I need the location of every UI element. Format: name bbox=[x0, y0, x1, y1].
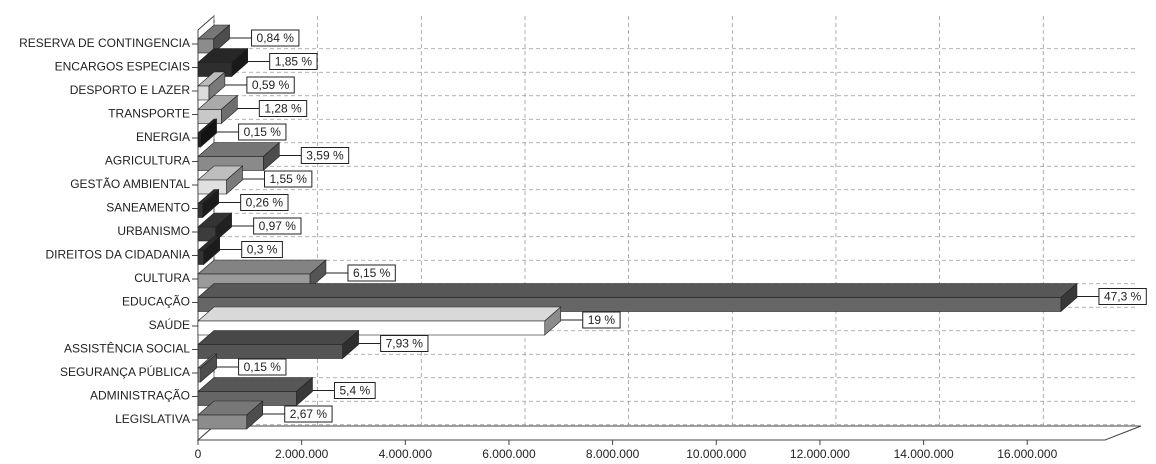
data-label-box bbox=[333, 382, 376, 399]
data-label: 6,15 % bbox=[353, 266, 391, 280]
y-tick-label: SEGURANÇA PÚBLICA bbox=[60, 364, 190, 379]
y-tick-label: DIREITOS DA CIDADANIA bbox=[46, 248, 190, 262]
data-label-box bbox=[238, 123, 287, 141]
bar-top bbox=[197, 259, 327, 275]
x-tick-label: 2.000.000 bbox=[275, 447, 329, 461]
data-label-box bbox=[241, 241, 283, 258]
y-tick-label: LEGISLATIVA bbox=[115, 412, 190, 426]
floor bbox=[196, 425, 1142, 441]
data-label: 1,85 % bbox=[275, 55, 313, 69]
x-tick-label: 8.000.000 bbox=[586, 447, 640, 461]
data-label: 0,3 % bbox=[247, 243, 278, 257]
bar bbox=[197, 367, 201, 383]
y-tick-label: GESTÃO AMBIENTAL bbox=[70, 177, 190, 191]
bar bbox=[197, 250, 205, 265]
data-label: 0,59 % bbox=[252, 78, 290, 92]
bar bbox=[197, 414, 248, 430]
data-label-box bbox=[300, 147, 350, 164]
bar bbox=[197, 38, 214, 54]
data-label: 1,28 % bbox=[264, 102, 302, 116]
bar-top bbox=[197, 306, 562, 322]
data-label-box bbox=[582, 311, 621, 329]
y-tick-label: ASSISTÊNCIA SOCIAL bbox=[64, 341, 190, 356]
data-label-box bbox=[347, 264, 396, 282]
data-label-box bbox=[246, 76, 295, 94]
data-label-box bbox=[264, 170, 313, 188]
data-label-box bbox=[269, 53, 318, 70]
y-tick-label: SANEAMENTO bbox=[106, 201, 190, 215]
bar-top bbox=[197, 283, 1078, 298]
x-tick-label: 6.000.000 bbox=[482, 447, 536, 461]
y-tick-label: AGRICULTURA bbox=[105, 154, 190, 168]
data-label: 47,3 % bbox=[1104, 290, 1142, 304]
data-label: 0,15 % bbox=[244, 125, 282, 139]
bar bbox=[197, 109, 222, 124]
y-tick-label: ENCARGOS ESPECIAIS bbox=[55, 60, 190, 74]
x-tick-label: 10.000.000 bbox=[686, 447, 746, 461]
bar bbox=[197, 344, 343, 359]
data-label: 0,15 % bbox=[244, 360, 282, 374]
data-label: 1,55 % bbox=[270, 172, 308, 186]
y-tick-label: EDUCAÇÃO bbox=[122, 295, 190, 309]
bar-top bbox=[197, 377, 314, 392]
data-label: 19 % bbox=[588, 313, 616, 327]
y-tick-label: CULTURA bbox=[134, 271, 190, 285]
bar bbox=[197, 132, 201, 148]
data-label: 3,59 % bbox=[306, 149, 344, 163]
x-tick-label: 14.000.000 bbox=[894, 447, 954, 461]
data-label: 0,84 % bbox=[257, 31, 295, 45]
bar bbox=[197, 85, 210, 101]
x-tick-label: 4.000.000 bbox=[379, 447, 433, 461]
x-tick-label: 12.000.000 bbox=[790, 447, 850, 461]
data-label-box bbox=[258, 100, 308, 117]
y-tick-label: URBANISMO bbox=[117, 224, 190, 238]
y-tick-label: TRANSPORTE bbox=[108, 107, 190, 121]
y-tick-label: ADMINISTRAÇÃO bbox=[90, 389, 190, 403]
bar bbox=[197, 226, 216, 242]
data-label: 7,93 % bbox=[386, 337, 424, 351]
bar-top bbox=[197, 330, 360, 345]
data-label-box bbox=[253, 217, 302, 235]
y-tick-label: DESPORTO E LAZER bbox=[70, 83, 191, 97]
data-label: 2,67 % bbox=[290, 407, 328, 421]
y-tick-label: SAÚDE bbox=[149, 317, 190, 332]
data-label: 0,26 % bbox=[246, 196, 284, 210]
data-label-box bbox=[240, 194, 289, 211]
bar bbox=[197, 203, 203, 218]
data-label-box bbox=[380, 335, 429, 352]
x-tick-label: 16.000.000 bbox=[997, 447, 1057, 461]
data-label-box bbox=[1098, 288, 1147, 305]
data-label: 5,4 % bbox=[339, 384, 370, 398]
x-tick-label: 0 bbox=[195, 447, 202, 461]
y-tick-label: ENERGIA bbox=[136, 130, 190, 144]
data-label-box bbox=[251, 29, 300, 47]
data-label-box bbox=[238, 358, 287, 376]
y-tick-label: RESERVA DE CONTINGENCIA bbox=[19, 36, 190, 50]
data-label: 0,97 % bbox=[259, 219, 297, 233]
data-label-box bbox=[284, 405, 333, 423]
